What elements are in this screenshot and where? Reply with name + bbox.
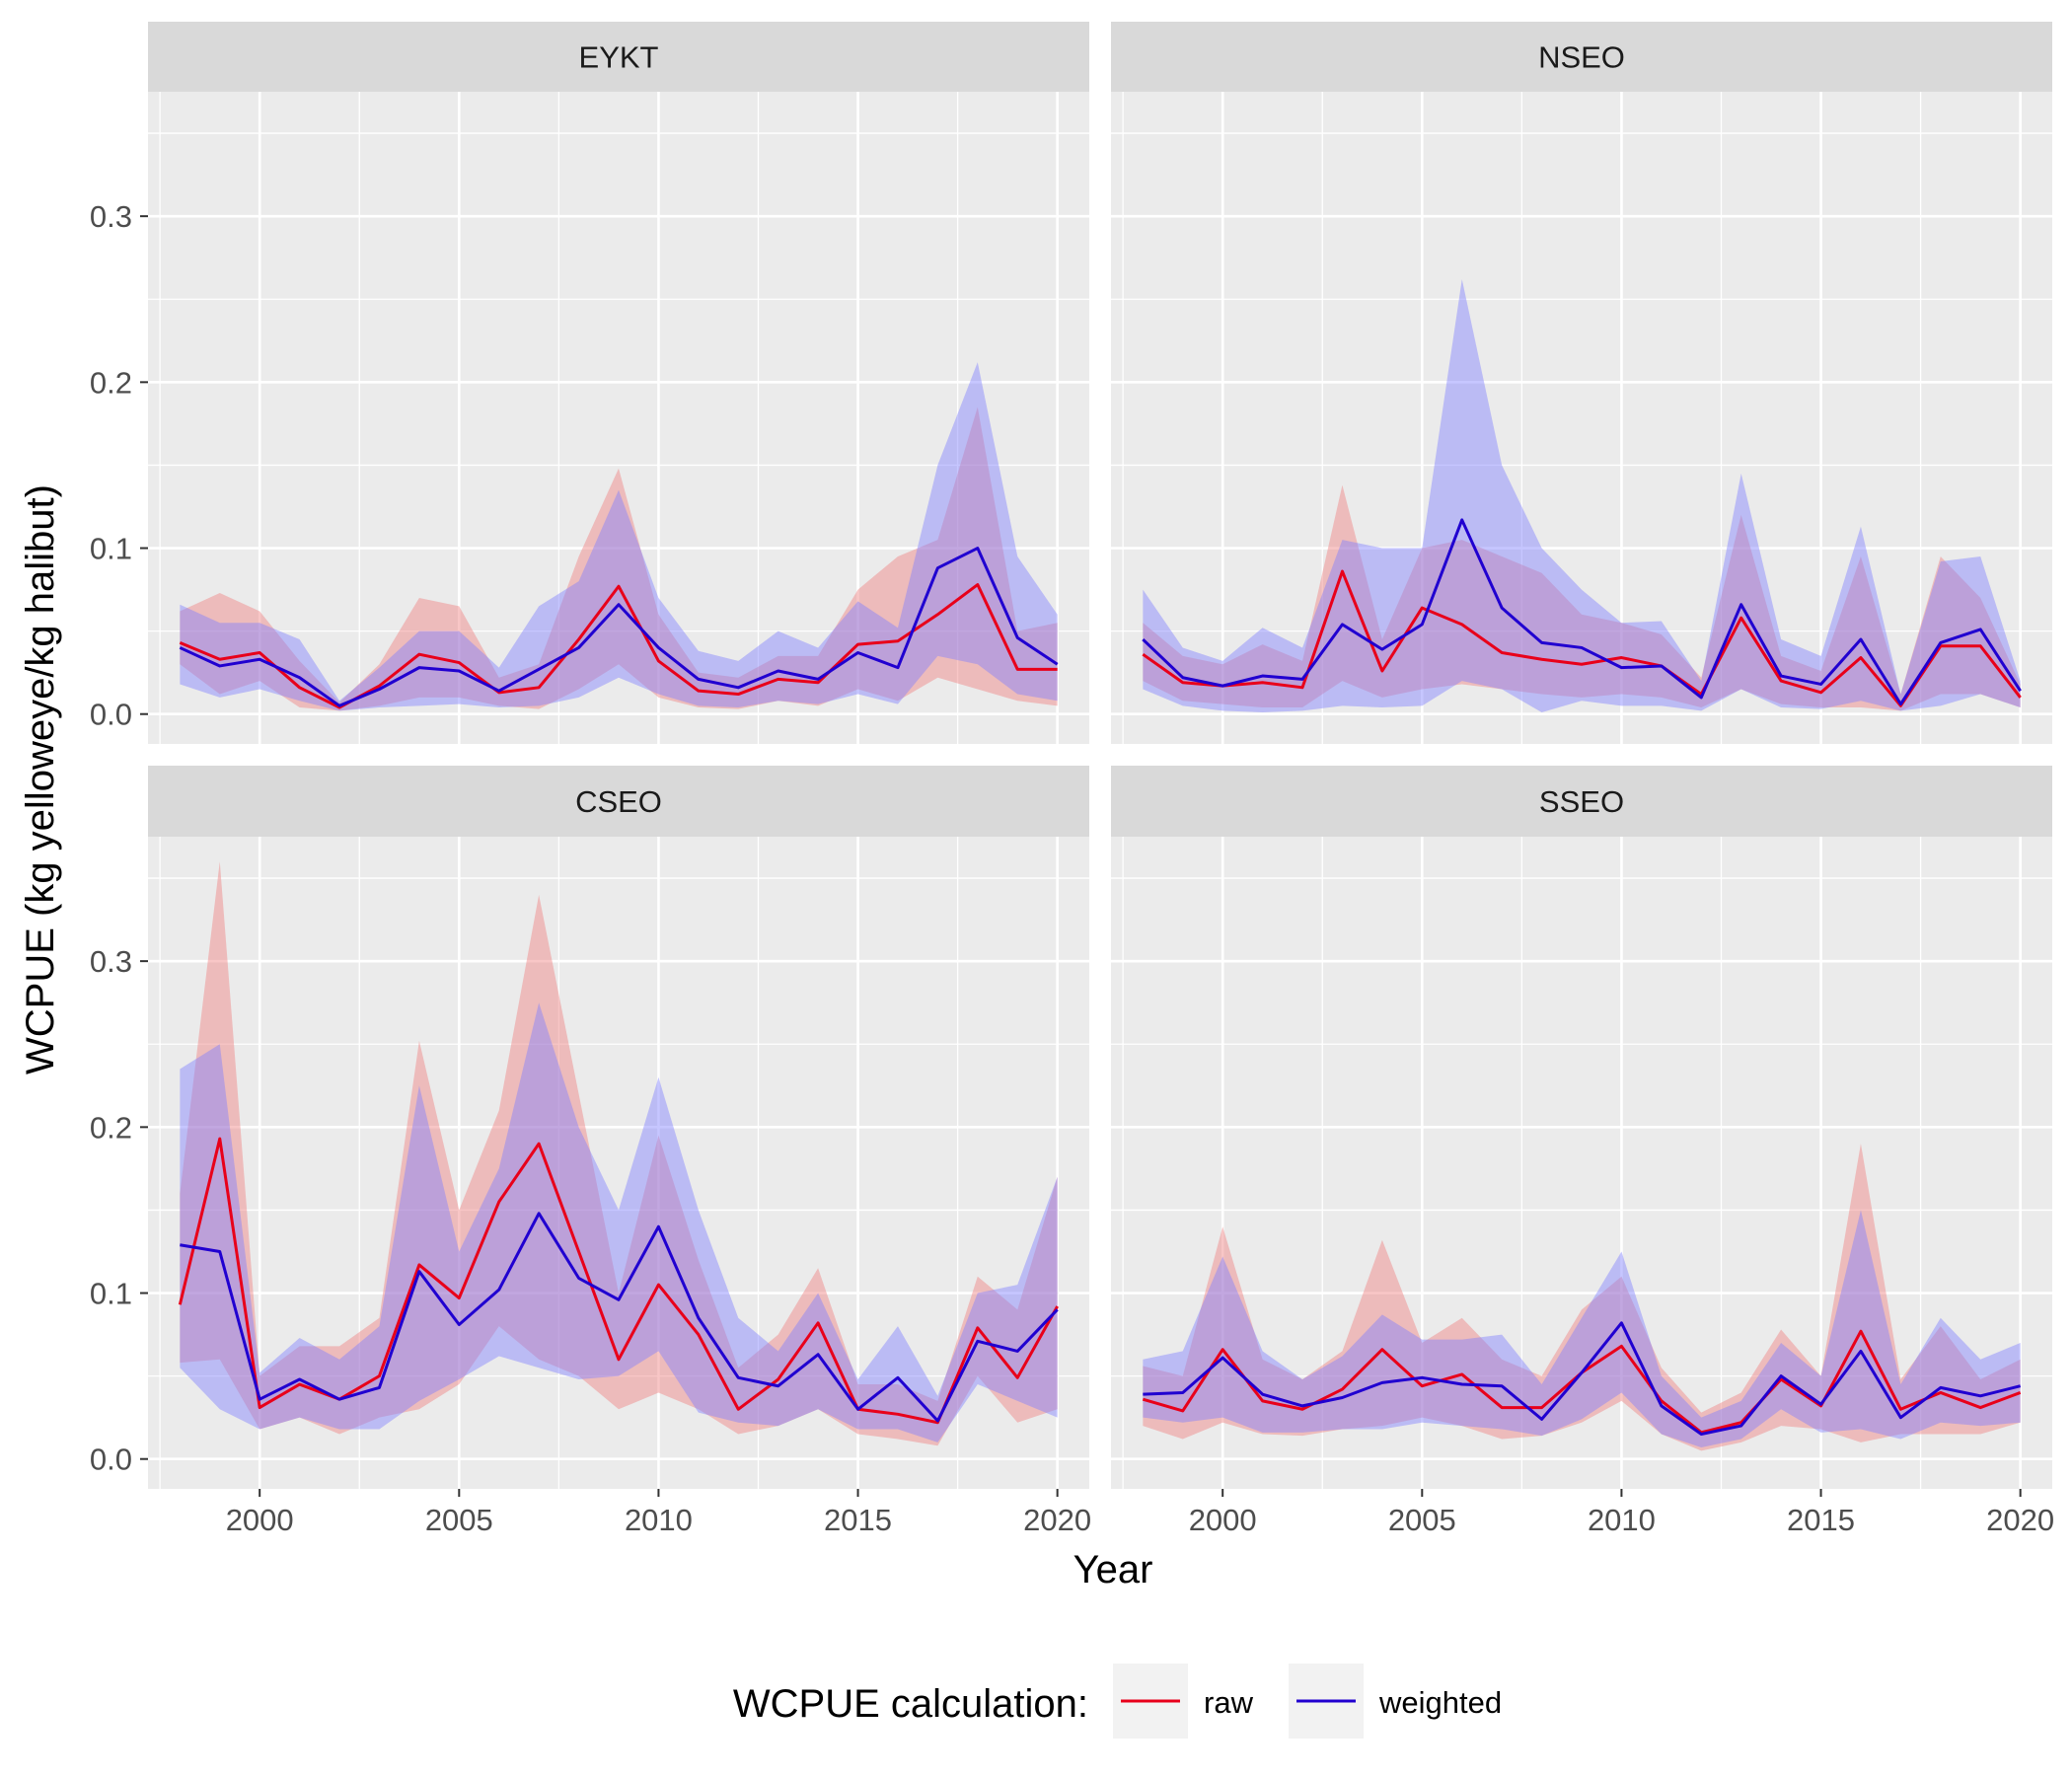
panel-background <box>148 837 1089 1489</box>
y-tick-label: 0.2 <box>90 365 132 400</box>
band-weighted-nseo <box>1143 279 2021 713</box>
line-weighted-nseo <box>1142 518 2022 706</box>
line-raw-cseo <box>178 1137 1059 1425</box>
x-tick-label: 2020 <box>1023 1503 1091 1537</box>
strip-label-cseo: CSEO <box>575 784 662 819</box>
y-tick-label: 0.2 <box>90 1110 132 1145</box>
x-tick-label: 2010 <box>1588 1503 1656 1537</box>
band-weighted-sseo <box>1143 1210 2021 1447</box>
panel-eykt: EYKT 0.0 0.1 0.2 0.3 <box>90 22 1089 744</box>
legend-label-weighted: weighted <box>1378 1685 1502 1720</box>
panel-cseo: CSEO 0.0 0.1 0.2 0.3 2000 2005 2010 2015 2020 <box>90 766 1091 1537</box>
line-weighted-sseo <box>1143 1321 2022 1436</box>
x-tick-label: 2015 <box>1787 1503 1855 1537</box>
strip-nseo <box>1111 22 2052 92</box>
y-tick-label: 0.3 <box>90 944 132 979</box>
x-tick-label: 2005 <box>1388 1503 1456 1537</box>
legend-label-raw: raw <box>1204 1685 1254 1720</box>
line-weighted-eykt <box>179 547 1059 707</box>
strip-label-eykt: EYKT <box>579 40 659 75</box>
x-tick-label: 2015 <box>824 1503 892 1537</box>
panel-background <box>1111 837 2052 1489</box>
strip-label-sseo: SSEO <box>1539 784 1624 819</box>
x-tick-label: 2020 <box>1986 1503 2054 1537</box>
line-weighted-cseo <box>180 1212 1059 1423</box>
y-tick-label: 0.3 <box>90 199 132 234</box>
y-tick-label: 0.1 <box>90 1277 132 1311</box>
band-raw-sseo <box>1143 1144 2021 1451</box>
x-axis-title: Year <box>1073 1548 1153 1591</box>
panel-background <box>148 92 1089 744</box>
facet-panels: EYKT 0.0 0.1 0.2 0.3 NSEO CSEO 0.0 0.1 0.2 0.3 2000… <box>90 22 2054 1537</box>
y-tick-label: 0.0 <box>90 698 132 732</box>
panel-background <box>1111 92 2052 744</box>
x-tick-label: 2005 <box>425 1503 493 1537</box>
x-tick-label: 2000 <box>226 1503 294 1537</box>
legend: WCPUE calculation: raw weighted <box>733 1664 1502 1739</box>
band-weighted-eykt <box>180 362 1058 711</box>
band-raw-nseo <box>1143 484 2021 711</box>
panel-sseo: SSEO 2000 2005 2010 2015 2020 <box>1111 766 2054 1537</box>
y-tick-label: 0.0 <box>90 1443 132 1477</box>
x-tick-label: 2010 <box>625 1503 693 1537</box>
strip-label-nseo: NSEO <box>1538 40 1625 75</box>
band-raw-cseo <box>180 861 1058 1446</box>
legend-title: WCPUE calculation: <box>733 1682 1088 1726</box>
strip-eykt <box>148 22 1089 92</box>
band-raw-eykt <box>180 407 1058 711</box>
y-axis-title: WCPUE (kg yelloweye/kg halibut) <box>19 484 62 1074</box>
strip-sseo <box>1111 766 2052 837</box>
line-raw-nseo <box>1142 569 2022 707</box>
y-tick-label: 0.1 <box>90 532 132 566</box>
panel-nseo: NSEO <box>1111 22 2052 744</box>
x-tick-label: 2000 <box>1189 1503 1257 1537</box>
strip-cseo <box>148 766 1089 837</box>
